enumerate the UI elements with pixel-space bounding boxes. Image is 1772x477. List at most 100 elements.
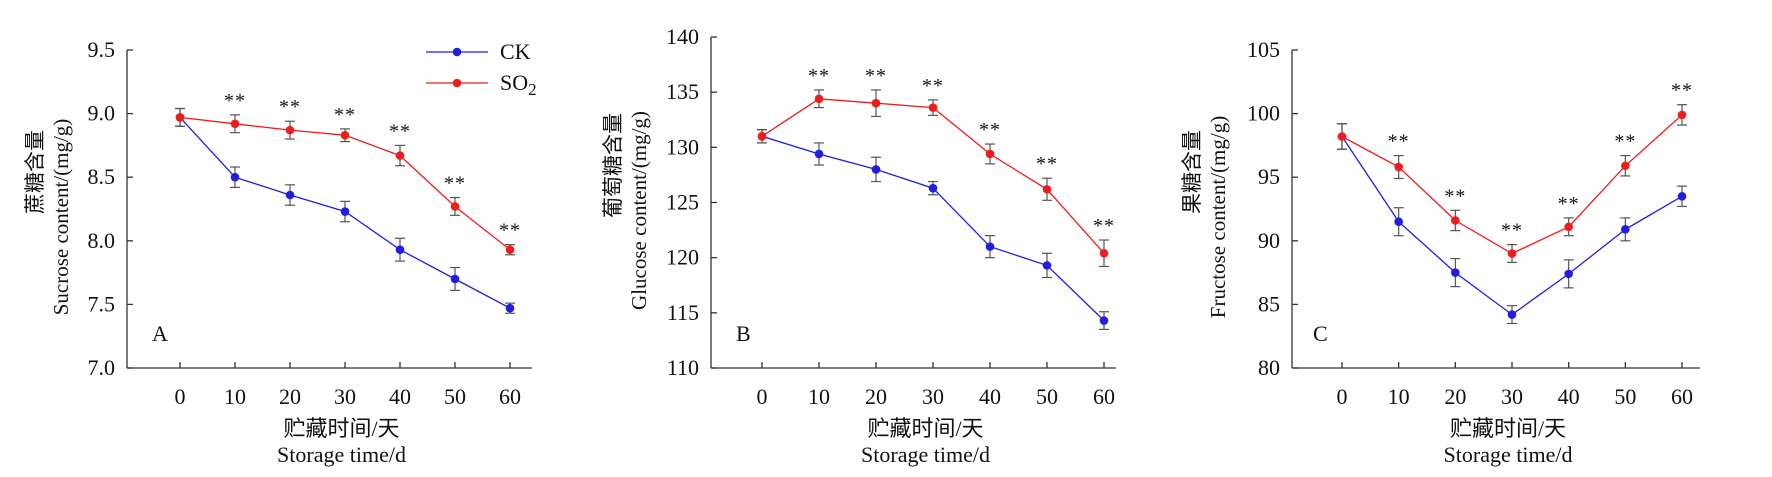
- x-tick-label: 10: [808, 384, 830, 409]
- y-tick-label: 8.0: [88, 228, 116, 253]
- significance-label: **: [1444, 185, 1466, 207]
- y-tick-label: 85: [1258, 291, 1280, 316]
- data-point: [450, 202, 460, 211]
- x-tick-label: 50: [1614, 384, 1636, 409]
- significance-label: **: [1501, 220, 1523, 242]
- x-axis-label-cn: 贮藏时间/天: [867, 416, 983, 441]
- legend-subscript: 2: [528, 80, 537, 99]
- series-so2: [757, 89, 1109, 268]
- y-tick-label: 80: [1258, 355, 1280, 380]
- data-point: [1507, 249, 1517, 258]
- x-tick-label: 20: [865, 384, 887, 409]
- data-point: [1507, 310, 1517, 319]
- data-point: [505, 245, 515, 255]
- significance-label: **: [808, 65, 830, 87]
- y-tick-label: 115: [667, 300, 699, 325]
- series-ck: [1337, 123, 1687, 325]
- data-point: [340, 207, 350, 216]
- data-point: [1564, 222, 1573, 232]
- x-tick-label: 10: [224, 384, 246, 409]
- y-axis-label-en: Sucrose content/(mg/g): [49, 119, 73, 316]
- y-tick-label: 9.5: [88, 37, 116, 62]
- data-point: [285, 190, 295, 200]
- y-axis-label-cn: 葡萄糖含量: [601, 113, 625, 218]
- data-point: [814, 149, 824, 159]
- y-tick-label: 105: [1247, 37, 1280, 62]
- data-point: [450, 274, 460, 284]
- significance-label: **: [1388, 131, 1410, 153]
- x-tick-label: 50: [444, 384, 466, 409]
- data-point: [928, 183, 938, 193]
- y-axis-label-cn: 果糖含量: [1180, 130, 1204, 214]
- significance-label: **: [1093, 215, 1115, 237]
- significance-label: **: [1614, 131, 1636, 153]
- x-tick-label: 30: [334, 384, 356, 409]
- y-axis-label-en: Fructose content/(mg/g): [1206, 116, 1230, 318]
- legend: CK SO2: [426, 39, 537, 99]
- x-tick-label: 40: [1558, 384, 1580, 409]
- x-tick-label: 10: [1388, 384, 1410, 409]
- data-point: [1394, 162, 1403, 172]
- data-point: [928, 103, 938, 112]
- x-tick-label: 60: [499, 384, 521, 409]
- data-point: [985, 149, 995, 159]
- series-so2: [175, 107, 515, 256]
- x-tick-label: 0: [757, 384, 768, 409]
- data-point: [395, 245, 405, 255]
- y-tick-label: 7.0: [88, 355, 116, 380]
- x-axis-label-en: Storage time/d: [277, 442, 406, 467]
- data-point: [395, 151, 405, 160]
- legend-label: SO2: [500, 70, 537, 99]
- y-axis-label-en: Glucose content/(mg/g): [627, 111, 651, 310]
- significance-label: **: [279, 96, 301, 118]
- data-point: [230, 172, 240, 182]
- y-tick-label: 125: [666, 190, 699, 215]
- data-point: [1621, 161, 1630, 171]
- significance-label: **: [1036, 153, 1058, 175]
- data-point: [1564, 269, 1573, 279]
- significance-label: **: [979, 119, 1001, 141]
- panel-B: 110 115 120 125 130 135 140 0 10 20 30 40 50 60 贮藏时间/天…: [601, 24, 1116, 467]
- data-point: [175, 113, 185, 122]
- series-line: [761, 98, 1105, 254]
- data-point: [340, 130, 350, 140]
- significance-label: **: [444, 173, 466, 195]
- x-tick-label: 60: [1093, 384, 1115, 409]
- x-axis-label-en: Storage time/d: [1444, 442, 1573, 467]
- y-tick-label: 100: [1247, 101, 1280, 126]
- data-point: [285, 125, 295, 135]
- y-tick-label: 7.5: [88, 291, 116, 316]
- significance-label: **: [334, 104, 356, 126]
- x-tick-label: 40: [979, 384, 1001, 409]
- y-tick-label: 130: [666, 134, 699, 159]
- y-tick-label: 110: [667, 355, 699, 380]
- panel-C: 80 85 90 95 100 105 0 10 20 30 40 50 60 贮藏时间/天Storage…: [1180, 37, 1700, 467]
- y-tick-label: 9.0: [88, 101, 116, 126]
- data-point: [1677, 191, 1687, 201]
- y-axis-label-cn: 蔗糖含量: [23, 130, 47, 214]
- data-point: [505, 303, 515, 313]
- data-point: [1394, 217, 1403, 227]
- panel-label: B: [736, 321, 751, 346]
- data-point: [871, 165, 881, 174]
- legend-marker: [452, 47, 462, 57]
- significance-label: **: [1671, 80, 1693, 102]
- data-point: [1337, 132, 1347, 141]
- x-tick-label: 30: [1501, 384, 1523, 409]
- data-point: [1099, 248, 1109, 258]
- significance-label: **: [499, 220, 521, 242]
- data-point: [1042, 261, 1052, 270]
- panel-label: A: [152, 321, 168, 346]
- data-point: [757, 132, 767, 141]
- y-tick-label: 135: [666, 79, 699, 104]
- x-tick-label: 20: [279, 384, 301, 409]
- data-point: [230, 119, 240, 129]
- significance-label: **: [1558, 193, 1580, 215]
- data-point: [1042, 184, 1052, 194]
- data-point: [1677, 110, 1687, 120]
- significance-label: **: [865, 65, 887, 87]
- y-tick-label: 140: [666, 24, 699, 49]
- significance-label: **: [922, 75, 944, 97]
- x-axis-label-cn: 贮藏时间/天: [1450, 416, 1566, 441]
- y-tick-label: 95: [1258, 164, 1280, 189]
